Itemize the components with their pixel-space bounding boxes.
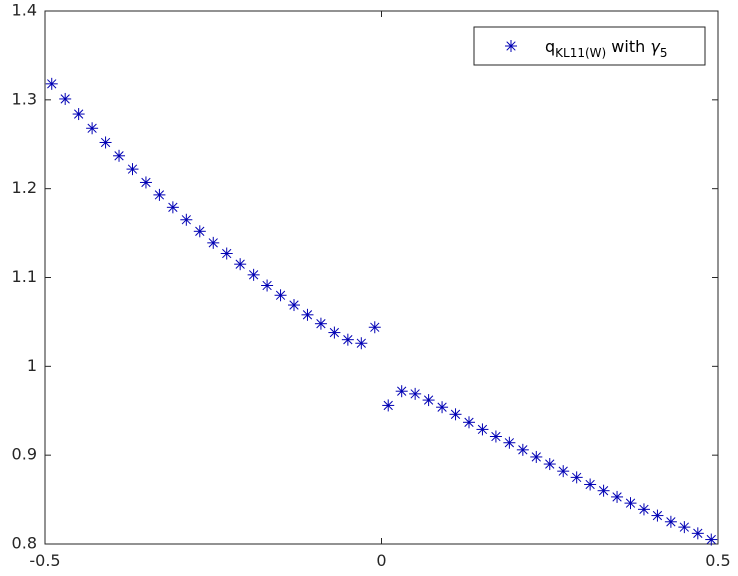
data-point <box>462 416 475 429</box>
data-point <box>301 308 314 321</box>
data-point <box>597 484 610 497</box>
data-point <box>247 268 260 281</box>
data-point <box>449 408 462 421</box>
x-tick-label: -0.5 <box>29 551 60 570</box>
data-point <box>234 258 247 271</box>
data-point <box>543 458 556 471</box>
data-point <box>193 225 206 238</box>
data-point <box>651 509 664 522</box>
data-points <box>45 77 718 546</box>
x-axis-ticks: -0.5 0 0.5 <box>29 11 731 570</box>
data-point <box>637 503 650 516</box>
legend-gamma-subscript: 5 <box>660 46 668 60</box>
data-point <box>436 401 449 414</box>
y-tick-label: 0.9 <box>12 445 37 464</box>
data-point <box>503 436 516 449</box>
y-tick-label: 1 <box>27 356 37 375</box>
data-point <box>113 149 126 162</box>
data-point <box>72 108 85 121</box>
data-point <box>664 515 677 528</box>
data-point <box>261 279 274 292</box>
data-point <box>99 136 112 149</box>
y-tick-label: 1.1 <box>12 267 37 286</box>
data-point <box>355 337 368 350</box>
data-point <box>288 299 301 312</box>
data-point <box>314 317 327 330</box>
legend-middle: with <box>606 37 650 56</box>
data-point <box>126 163 139 176</box>
data-point <box>382 399 395 412</box>
data-point <box>274 289 287 302</box>
y-tick-label: 1.3 <box>12 89 37 108</box>
data-point <box>180 213 193 226</box>
data-point <box>153 188 166 201</box>
plot-area: 0.8 0.9 1 1.1 1.2 1.3 1.4 -0.5 0 0.5 <box>12 1 731 571</box>
data-point <box>59 92 72 105</box>
legend: qKL11(W) with γ5 <box>473 26 706 66</box>
data-point <box>328 326 341 339</box>
data-point <box>409 387 422 400</box>
data-point <box>705 533 718 546</box>
legend-gamma: γ <box>650 37 661 56</box>
data-point <box>530 450 543 463</box>
data-point <box>489 430 502 443</box>
data-point <box>678 521 691 534</box>
data-point <box>368 321 381 334</box>
y-tick-label: 1.4 <box>12 1 37 20</box>
legend-marker <box>505 40 517 52</box>
legend-marker-symbol <box>505 40 517 52</box>
y-axis-ticks: 0.8 0.9 1 1.1 1.2 1.3 1.4 <box>12 1 718 553</box>
data-point <box>624 497 637 510</box>
data-point <box>611 490 624 503</box>
data-point <box>220 247 233 260</box>
data-point <box>570 471 583 484</box>
data-point <box>139 176 152 189</box>
plot-frame <box>44 10 719 545</box>
data-point <box>45 77 58 90</box>
data-point <box>691 527 704 540</box>
data-point <box>166 201 179 214</box>
data-point <box>584 478 597 491</box>
x-tick-label: 0.5 <box>705 551 730 570</box>
data-point <box>422 394 435 407</box>
x-tick-label: 0 <box>376 551 386 570</box>
legend-subscript: KL11(W) <box>555 46 606 60</box>
y-tick-label: 1.2 <box>12 178 37 197</box>
data-point <box>476 423 489 436</box>
data-point <box>86 122 99 135</box>
data-point <box>557 465 570 478</box>
data-point <box>516 443 529 456</box>
data-point <box>207 236 220 249</box>
legend-main: q <box>545 37 555 56</box>
data-point <box>341 333 354 346</box>
legend-label: qKL11(W) with γ5 <box>545 37 667 60</box>
data-point <box>395 385 408 398</box>
y-tick-label: 0.8 <box>12 534 37 553</box>
